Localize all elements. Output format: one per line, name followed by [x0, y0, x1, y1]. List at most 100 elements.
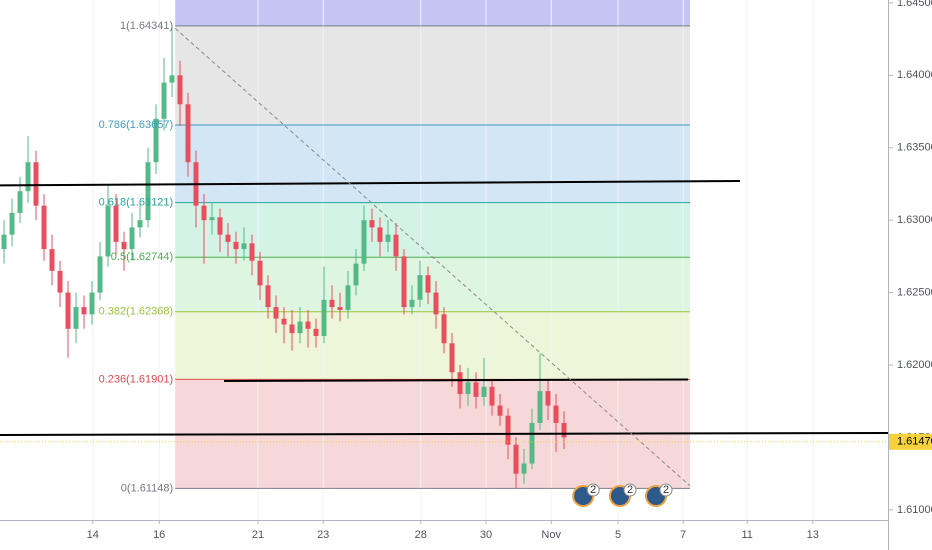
candle-body — [505, 415, 511, 445]
candle-body — [145, 162, 151, 221]
fib-label: 1(1.64341) — [120, 20, 173, 32]
candle-body — [113, 205, 119, 242]
event-badge — [623, 483, 637, 497]
candle-body — [105, 205, 111, 257]
candle-body — [369, 220, 375, 228]
candle-body — [457, 372, 463, 394]
candle-body — [345, 285, 351, 310]
candle-body — [217, 217, 223, 235]
candle-body — [265, 285, 271, 308]
fib-label: 0.5(1.62744) — [111, 251, 173, 263]
candle-body — [545, 391, 551, 406]
candle-body — [225, 234, 231, 242]
candle-body — [489, 386, 495, 406]
fib-band — [175, 311, 690, 380]
y-tick-label: 1.61000 — [897, 504, 932, 516]
fib-top-band — [175, 0, 690, 26]
x-tick-label: 7 — [680, 529, 686, 541]
candle-body — [313, 328, 319, 337]
candle-body — [185, 104, 191, 163]
candle-body — [297, 321, 303, 334]
fib-band — [175, 202, 690, 258]
event-badge — [586, 483, 600, 497]
candle-body — [353, 263, 359, 286]
candle-body — [529, 422, 535, 464]
candle-body — [249, 243, 255, 261]
candle-body — [161, 82, 167, 119]
candle-body — [89, 292, 95, 315]
candle-body — [377, 227, 383, 242]
trend-line — [174, 28, 691, 487]
candle-body — [497, 405, 503, 416]
trend-line — [223, 378, 689, 382]
candle-body — [33, 162, 39, 206]
candle-body — [537, 391, 543, 423]
candle-body — [281, 318, 287, 325]
candle-body — [25, 162, 31, 192]
fib-label: 0.236(1.61901) — [99, 373, 174, 385]
candle-body — [385, 234, 391, 242]
candle-body — [401, 256, 407, 308]
candle-body — [361, 220, 367, 264]
y-tick-label: 1.64500 — [897, 0, 932, 9]
candle-body — [257, 260, 263, 286]
candle-body — [553, 405, 559, 423]
fib-label: 0.382(1.62368) — [99, 306, 174, 318]
x-tick-label: 5 — [615, 529, 621, 541]
candle-body — [9, 212, 15, 235]
candle-body — [273, 307, 279, 319]
event-count: 2 — [663, 484, 669, 496]
x-tick-label: 16 — [153, 529, 165, 541]
candle-body — [561, 422, 567, 438]
candle-body — [441, 314, 447, 344]
candle-body — [81, 307, 87, 315]
candle-body — [433, 292, 439, 315]
x-tick-label: 14 — [87, 529, 99, 541]
candle-body — [129, 227, 135, 250]
candle-body — [137, 220, 143, 228]
candle-body — [449, 343, 455, 373]
event-badge — [659, 483, 673, 497]
candle-body — [241, 243, 247, 250]
x-tick-label: 28 — [415, 529, 427, 541]
fib-label: 0(1.61148) — [121, 482, 173, 494]
fib-band — [175, 25, 690, 126]
event-count: 2 — [627, 484, 633, 496]
candle-body — [41, 205, 47, 250]
event-count: 2 — [590, 484, 596, 496]
candle-body — [49, 249, 55, 271]
candle-body — [409, 299, 415, 308]
candle-body — [521, 463, 527, 474]
candle-body — [305, 321, 311, 329]
candle-body — [201, 205, 207, 221]
candle-body — [465, 382, 471, 394]
candle-body — [393, 234, 399, 257]
candle-body — [65, 292, 71, 329]
candle-body — [329, 299, 335, 308]
y-tick-label: 1.63500 — [897, 142, 932, 154]
last-price-box — [889, 433, 932, 450]
candle-body — [97, 256, 103, 293]
candle-body — [481, 386, 487, 397]
candle-body — [1, 234, 7, 250]
candle-body — [153, 118, 159, 163]
fib-band — [175, 125, 690, 203]
x-tick-label: 13 — [807, 529, 819, 541]
fib-label: 0.786(1.63657) — [99, 119, 174, 131]
candle-body — [121, 241, 127, 250]
trend-line — [0, 431, 889, 436]
fib-label: 0.618(1.63121) — [99, 197, 174, 209]
candle-body — [169, 75, 175, 83]
x-tick-label: Nov — [541, 529, 561, 541]
x-tick-label: 30 — [480, 529, 492, 541]
candle-body — [513, 444, 519, 474]
candle-body — [209, 217, 215, 221]
candle-body — [473, 382, 479, 397]
candle-body — [337, 307, 343, 310]
y-tick-label: 1.62000 — [897, 359, 932, 371]
candle-body — [177, 75, 183, 105]
trend-line — [0, 180, 741, 187]
y-tick-label: 1.63000 — [897, 214, 932, 226]
candle-body — [17, 191, 23, 213]
